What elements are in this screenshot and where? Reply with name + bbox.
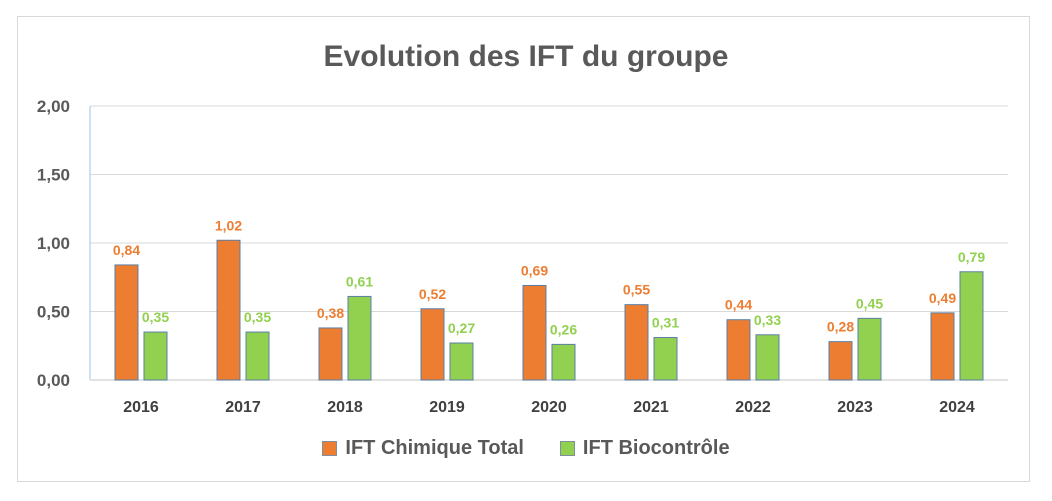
bar-biocontrole bbox=[755, 334, 780, 381]
x-tick-label: 2020 bbox=[531, 399, 567, 416]
y-tick-label: 2,00 bbox=[37, 97, 70, 116]
data-label: 0,31 bbox=[652, 315, 679, 331]
data-label: 0,79 bbox=[958, 249, 985, 265]
bar-biocontrole bbox=[551, 343, 576, 381]
data-label: 0,52 bbox=[419, 286, 446, 302]
x-tick-label: 2019 bbox=[429, 399, 465, 416]
legend-item-biocontrole: IFT Biocontrôle bbox=[559, 437, 730, 460]
chart-title: Evolution des IFT du groupe bbox=[323, 40, 729, 73]
x-tick-label: 2022 bbox=[735, 399, 771, 416]
y-tick-label: 0,00 bbox=[37, 371, 70, 390]
bar-chimique bbox=[624, 304, 649, 381]
y-tick-label: 1,50 bbox=[37, 166, 70, 185]
x-tick-label: 2024 bbox=[939, 399, 975, 416]
legend-label-chimique: IFT Chimique Total bbox=[345, 437, 524, 459]
x-tick-label: 2016 bbox=[123, 399, 159, 416]
bar-chimique bbox=[522, 284, 547, 381]
x-tick-label: 2017 bbox=[225, 399, 261, 416]
data-label: 0,44 bbox=[725, 297, 752, 313]
legend-swatch-biocontrole bbox=[559, 441, 575, 456]
data-label: 0,49 bbox=[929, 290, 956, 306]
data-label: 0,84 bbox=[113, 242, 140, 258]
y-tick-label: 0,50 bbox=[37, 303, 70, 322]
data-label: 0,61 bbox=[346, 273, 373, 289]
data-label: 0,33 bbox=[754, 312, 781, 328]
bar-chimique bbox=[420, 308, 445, 381]
data-label: 0,45 bbox=[856, 295, 883, 311]
x-tick-label: 2023 bbox=[837, 399, 873, 416]
bar-chimique bbox=[930, 312, 955, 381]
bar-biocontrole bbox=[857, 317, 882, 381]
data-label: 0,35 bbox=[142, 309, 169, 325]
bar-chimique bbox=[114, 264, 139, 381]
legend: IFT Chimique Total IFT Biocontrôle bbox=[0, 437, 1052, 460]
data-label: 1,02 bbox=[215, 217, 242, 233]
legend-swatch-chimique bbox=[322, 441, 338, 456]
data-label: 0,27 bbox=[448, 320, 475, 336]
y-tick-label: 1,00 bbox=[37, 234, 70, 253]
data-label: 0,28 bbox=[827, 319, 854, 335]
data-label: 0,26 bbox=[550, 321, 577, 337]
bar-chimique bbox=[828, 341, 853, 381]
data-label: 0,38 bbox=[317, 305, 344, 321]
data-label: 0,69 bbox=[521, 262, 548, 278]
bar-biocontrole bbox=[653, 337, 678, 381]
bar-biocontrole bbox=[449, 342, 474, 381]
bar-biocontrole bbox=[959, 271, 984, 381]
bar-biocontrole bbox=[245, 331, 270, 381]
bar-chimique bbox=[318, 327, 343, 381]
bar-chimique bbox=[726, 319, 751, 381]
x-tick-label: 2018 bbox=[327, 399, 363, 416]
chart-area bbox=[17, 16, 1030, 482]
bar-biocontrole bbox=[347, 295, 372, 381]
x-tick-label: 2021 bbox=[633, 399, 669, 416]
data-label: 0,55 bbox=[623, 282, 650, 298]
legend-item-chimique: IFT Chimique Total bbox=[322, 437, 524, 460]
data-label: 0,35 bbox=[244, 309, 271, 325]
legend-label-biocontrole: IFT Biocontrôle bbox=[582, 437, 730, 459]
bar-biocontrole bbox=[143, 331, 168, 381]
bar-chimique bbox=[216, 239, 241, 381]
